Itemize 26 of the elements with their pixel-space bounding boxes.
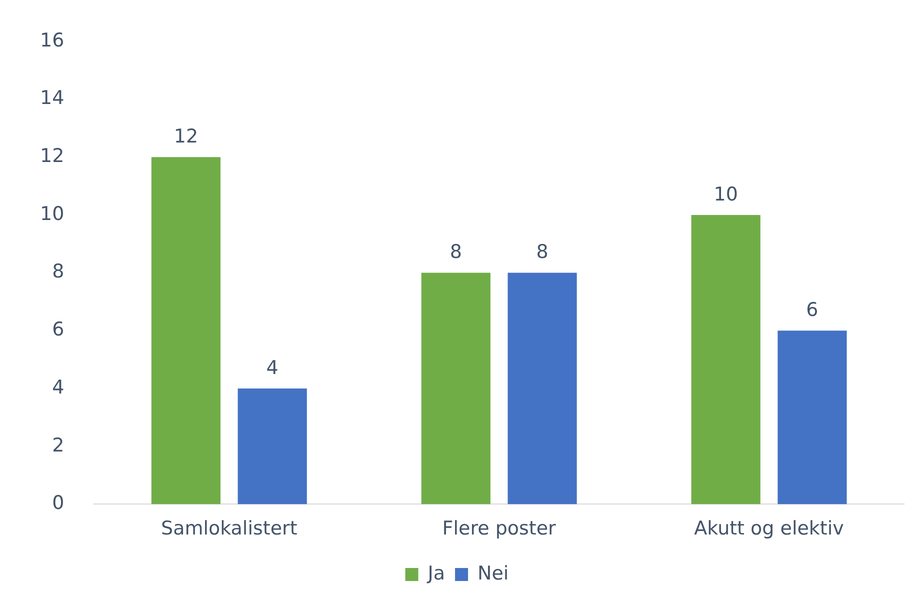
x-tick-label: Samlokalistert xyxy=(161,518,298,540)
y-tick-label: 12 xyxy=(40,145,64,168)
bar xyxy=(691,214,760,504)
y-tick-label: 16 xyxy=(40,29,64,52)
data-label: 8 xyxy=(536,241,548,264)
data-label: 12 xyxy=(174,126,198,148)
data-label: 6 xyxy=(806,299,818,322)
data-label: 10 xyxy=(714,183,738,206)
x-tick-label: Akutt og elektiv xyxy=(694,518,844,540)
y-tick-label: 8 xyxy=(52,260,64,283)
bar xyxy=(508,272,577,504)
bar xyxy=(421,272,490,504)
y-tick-label: 6 xyxy=(52,318,64,341)
y-tick-label: 10 xyxy=(40,202,64,225)
bar xyxy=(778,330,847,504)
y-tick-label: 2 xyxy=(52,434,64,456)
y-tick-label: 14 xyxy=(40,87,64,110)
bar xyxy=(151,157,221,504)
y-tick-label: 0 xyxy=(52,492,64,514)
bar xyxy=(238,388,307,504)
legend-label: Nei xyxy=(478,562,509,584)
data-label: 4 xyxy=(266,356,278,379)
legend-label: Ja xyxy=(426,562,446,584)
data-label: 8 xyxy=(450,241,462,264)
x-tick-label: Flere poster xyxy=(442,518,556,540)
y-tick-label: 4 xyxy=(52,376,64,398)
